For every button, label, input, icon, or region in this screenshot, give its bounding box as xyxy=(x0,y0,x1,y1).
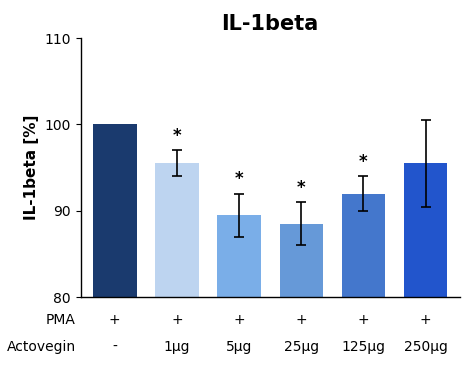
Text: +: + xyxy=(171,313,183,327)
Text: +: + xyxy=(295,313,307,327)
Text: *: * xyxy=(173,127,181,145)
Bar xyxy=(155,163,199,297)
Text: 25μg: 25μg xyxy=(284,340,319,354)
Bar xyxy=(93,125,137,297)
Bar xyxy=(404,163,447,297)
Text: 125μg: 125μg xyxy=(341,340,385,354)
Text: Actovegin: Actovegin xyxy=(7,340,76,354)
Text: 250μg: 250μg xyxy=(404,340,447,354)
Text: -: - xyxy=(112,340,117,354)
Bar xyxy=(280,224,323,297)
Y-axis label: IL-1beta [%]: IL-1beta [%] xyxy=(24,115,39,220)
Title: IL-1beta: IL-1beta xyxy=(221,14,319,34)
Text: +: + xyxy=(420,313,431,327)
Text: +: + xyxy=(109,313,120,327)
Text: *: * xyxy=(297,179,306,197)
Text: +: + xyxy=(357,313,369,327)
Text: +: + xyxy=(233,313,245,327)
Text: *: * xyxy=(235,170,244,188)
Text: 5μg: 5μg xyxy=(226,340,252,354)
Bar xyxy=(342,194,385,297)
Text: PMA: PMA xyxy=(46,313,76,327)
Bar xyxy=(218,215,261,297)
Text: 1μg: 1μg xyxy=(164,340,190,354)
Text: *: * xyxy=(359,153,368,171)
